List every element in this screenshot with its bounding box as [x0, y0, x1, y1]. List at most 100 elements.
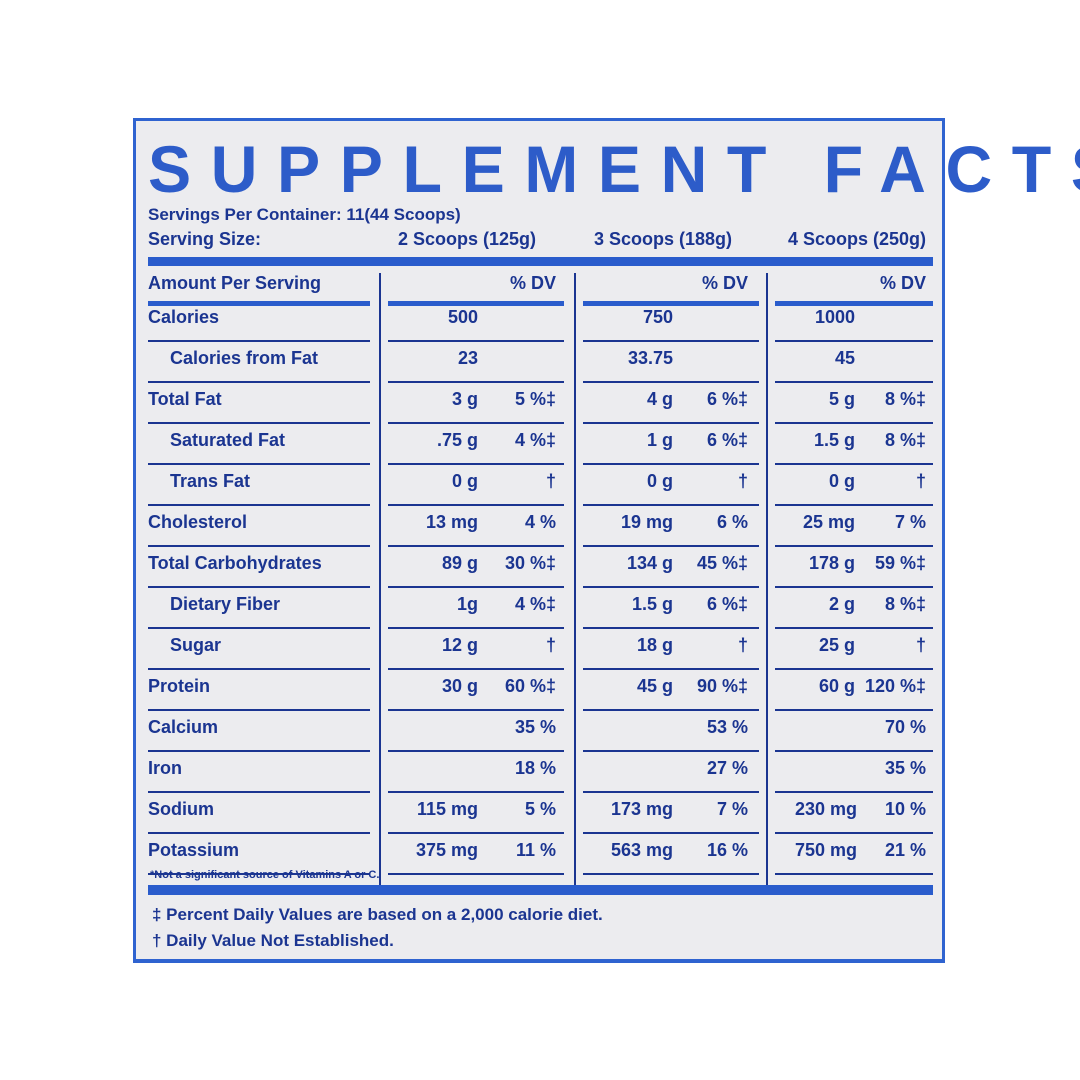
dv-value: † — [915, 635, 926, 655]
dv-value: 16 % — [706, 840, 748, 860]
servings-per-container: Servings Per Container: 11(44 Scoops) — [148, 205, 461, 224]
amount-value: 563 mg — [610, 840, 673, 860]
dv-value: 6 % — [716, 512, 748, 532]
supplement-facts-panel: SUPPLEMENT FACTS Servings Per Container:… — [133, 118, 1080, 963]
dv-value: 5 %‡ — [514, 389, 556, 409]
serving-size-label: Serving Size: — [148, 229, 262, 249]
rule — [148, 627, 370, 629]
rule — [583, 586, 759, 588]
rule — [388, 668, 564, 670]
amount-value: 0 g — [451, 471, 478, 491]
dv-value: 35 % — [884, 758, 926, 778]
dv-value: 27 % — [706, 758, 748, 778]
nutrient-row: Saturated Fat .75 g 4 %‡ 1 g 6 %‡ 1.5 g 8 %‡ — [136, 426, 942, 467]
amount-value: 2 g — [828, 594, 855, 614]
nutrient-label: Calcium — [148, 717, 219, 737]
rule — [148, 463, 370, 465]
nutrient-label: Cholesterol — [148, 512, 248, 532]
nutrient-label: Sugar — [170, 635, 222, 655]
amount-value: 1000 — [814, 307, 855, 327]
nutrient-row: Total Fat 3 g 5 %‡ 4 g 6 %‡ 5 g 8 %‡ — [136, 385, 942, 426]
amount-value: 134 g — [626, 553, 673, 573]
rule — [775, 381, 933, 383]
rule — [388, 873, 564, 875]
rule — [388, 750, 564, 752]
rule — [148, 301, 370, 306]
rule — [148, 750, 370, 752]
rule — [583, 791, 759, 793]
amount-value: 23 — [457, 348, 478, 368]
dv-value: 70 % — [884, 717, 926, 737]
rule — [775, 545, 933, 547]
amount-value: 0 g — [646, 471, 673, 491]
rule — [388, 791, 564, 793]
rule — [388, 709, 564, 711]
nutrient-row: Dietary Fiber 1g 4 %‡ 1.5 g 6 %‡ 2 g 8 %‡ — [136, 590, 942, 631]
dv-header: % DV — [701, 273, 748, 293]
amount-value: 4 g — [646, 389, 673, 409]
amount-value: 173 mg — [610, 799, 673, 819]
footnote-daily-values: ‡ Percent Daily Values are based on a 2,… — [152, 905, 603, 924]
nutrient-label: Sodium — [148, 799, 214, 819]
rule — [583, 463, 759, 465]
rule — [583, 545, 759, 547]
nutrient-row: Calcium 35 % 53 % 70 % — [136, 713, 942, 754]
dv-value: 8 %‡ — [884, 430, 926, 450]
bottom-divider — [148, 885, 933, 895]
dv-value: 11 % — [515, 840, 556, 860]
amount-value: 500 — [447, 307, 478, 327]
dv-value: † — [915, 471, 926, 491]
nutrient-row: Cholesterol 13 mg 4 % 19 mg 6 % 25 mg 7 % — [136, 508, 942, 549]
dv-value: † — [545, 635, 556, 655]
amount-value: 25 g — [818, 635, 855, 655]
serving-size-1: 2 Scoops (125g) — [398, 229, 537, 249]
dv-value: 21 % — [884, 840, 926, 860]
dv-value: 60 %‡ — [504, 676, 556, 696]
amount-value: 45 — [834, 348, 855, 368]
rule — [775, 750, 933, 752]
rule — [775, 873, 933, 875]
amount-value: 0 g — [828, 471, 855, 491]
amount-value: 89 g — [441, 553, 478, 573]
nutrient-row: Iron 18 % 27 % 35 % — [136, 754, 942, 795]
rule — [583, 873, 759, 875]
amount-value: 1g — [456, 594, 478, 614]
rule — [388, 463, 564, 465]
dv-value: † — [737, 635, 748, 655]
rule — [148, 873, 370, 875]
amount-value: 1 g — [646, 430, 673, 450]
rule — [148, 340, 370, 342]
amount-value: 45 g — [636, 676, 673, 696]
dv-value: 7 % — [894, 512, 926, 532]
amount-value: 60 g — [818, 676, 855, 696]
rule — [148, 791, 370, 793]
dv-value: 4 %‡ — [514, 594, 556, 614]
amount-value: 25 mg — [802, 512, 855, 532]
rule — [583, 422, 759, 424]
rule — [388, 422, 564, 424]
rule — [775, 627, 933, 629]
nutrient-row: Potassium 375 mg 11 % 563 mg 16 % 750 mg 21 % — [136, 836, 942, 877]
dv-value: 35 % — [514, 717, 556, 737]
nutrient-row: Calories from Fat 23 33.75 45 — [136, 344, 942, 385]
amount-value: 750 — [642, 307, 673, 327]
dv-value: † — [737, 471, 748, 491]
nutrient-row: Protein 30 g 60 %‡ 45 g 90 %‡ 60 g 120 %‡ — [136, 672, 942, 713]
rule — [583, 668, 759, 670]
rule — [583, 832, 759, 834]
amount-value: 750 mg — [795, 840, 858, 860]
rule — [148, 668, 370, 670]
rule — [388, 504, 564, 506]
serving-size-3: 4 Scoops (250g) — [788, 229, 927, 249]
rule — [583, 750, 759, 752]
rule — [148, 709, 370, 711]
rule — [775, 586, 933, 588]
rule — [148, 545, 370, 547]
amount-value: 230 mg — [795, 799, 858, 819]
nutrient-label: Dietary Fiber — [170, 594, 281, 614]
nutrient-label: Potassium — [148, 840, 240, 860]
dv-value: 6 %‡ — [706, 594, 748, 614]
rule — [148, 504, 370, 506]
dv-value: 6 %‡ — [706, 430, 748, 450]
nutrient-row: Calories 500 750 1000 — [136, 303, 942, 344]
